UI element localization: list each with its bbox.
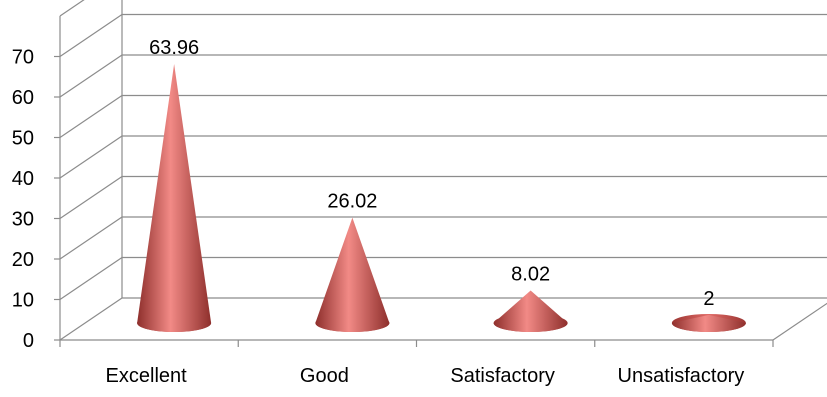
x-category-label: Excellent (106, 365, 188, 387)
grid-layer (59, 0, 827, 341)
data-label: 2 (703, 288, 714, 310)
y-tick-label: 50 (12, 128, 34, 150)
cone-bar (137, 63, 212, 332)
cone-bar (671, 314, 746, 332)
cone-bar (315, 217, 390, 332)
data-label: 63.96 (149, 37, 199, 59)
axis-layer (54, 16, 774, 347)
gridline-side-60 (59, 54, 123, 98)
floor-right-edge (772, 302, 827, 341)
y-tick-label: 30 (12, 209, 34, 231)
labels-layer: 0 10 20 30 40 50 60 70 Excellent 63.96 Good 26.02 Sa… (12, 37, 744, 387)
y-tick-label: 40 (12, 168, 34, 190)
gridline-side-40 (59, 135, 123, 179)
data-label: 8.02 (511, 264, 550, 286)
gridline-side-20 (59, 216, 123, 260)
y-tick-label: 20 (12, 249, 34, 271)
gridline-side-10 (59, 257, 123, 300)
x-category-label: Satisfactory (450, 365, 554, 387)
marks-layer (137, 63, 746, 332)
cone-body (493, 290, 568, 332)
y-tick-label: 70 (12, 47, 34, 69)
gridline-top-side (59, 0, 85, 17)
cone-body (137, 63, 212, 332)
x-category-label: Unsatisfactory (618, 365, 745, 387)
y-tick-label: 0 (23, 330, 34, 352)
cone-bar (493, 290, 568, 332)
cone-body (671, 314, 746, 332)
gridline-side-0 (59, 297, 123, 341)
data-label: 26.02 (327, 191, 377, 213)
y-tick-label: 60 (12, 87, 34, 109)
y-tick-label: 10 (12, 290, 34, 312)
gridline-side-70 (59, 14, 123, 57)
gridline-side-30 (59, 176, 123, 219)
x-category-label: Good (300, 365, 349, 387)
cone-body (315, 217, 390, 332)
gridline-side-50 (59, 95, 123, 138)
